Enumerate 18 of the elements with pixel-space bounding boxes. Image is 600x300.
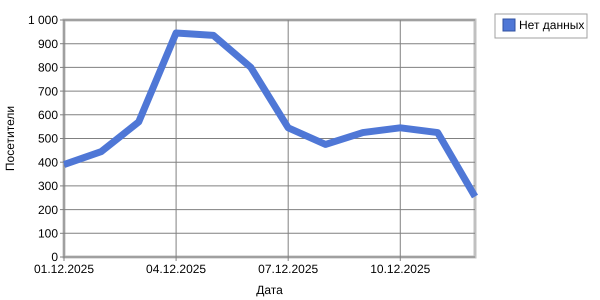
y-tick-label: 300 [38, 179, 58, 194]
y-tick-label: 400 [38, 155, 58, 170]
x-tick-label: 10.12.2025 [370, 262, 431, 276]
y-tick-label: 100 [38, 226, 58, 240]
y-tick-label: 1 000 [28, 13, 58, 28]
x-axis-title: Дата [256, 283, 284, 297]
legend-label: Нет данных [519, 18, 584, 32]
y-tick-label: 800 [38, 60, 58, 75]
y-tick-label: 900 [38, 36, 58, 51]
y-tick-label: 600 [38, 108, 58, 122]
y-tick-label: 0 [51, 250, 58, 264]
x-tick-label: 04.12.2025 [146, 262, 206, 276]
x-tick-label: 07.12.2025 [258, 262, 319, 276]
x-tick-label: 01.12.2025 [34, 262, 94, 276]
y-tick-label: 700 [38, 84, 58, 98]
y-tick-label: 200 [38, 202, 58, 217]
y-tick-label: 500 [38, 132, 58, 146]
y-axis-title: Посетители [3, 106, 17, 172]
